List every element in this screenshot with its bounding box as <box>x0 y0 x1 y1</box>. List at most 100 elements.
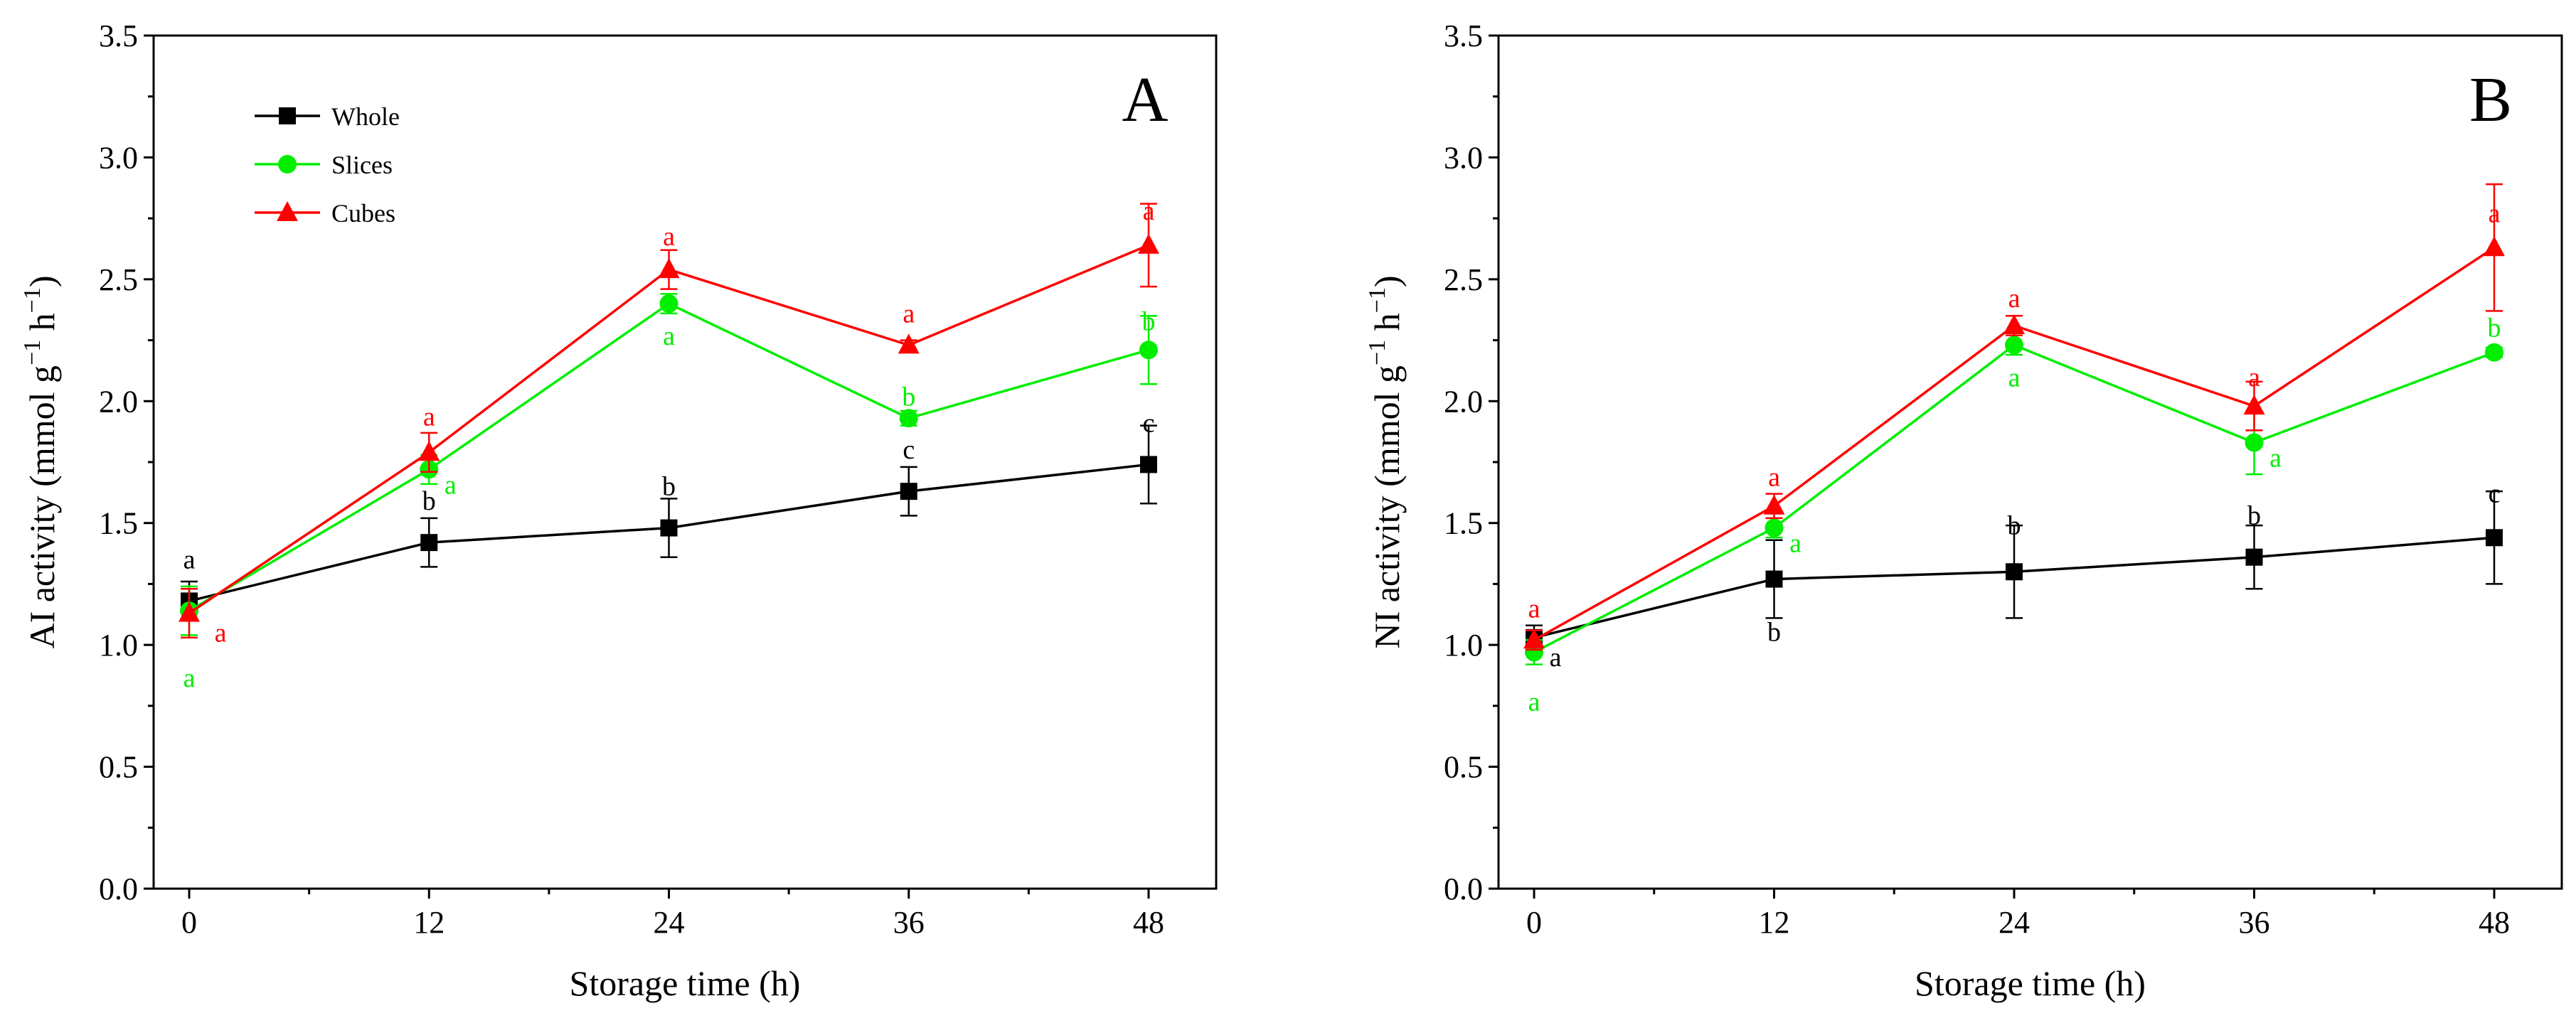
data-point <box>899 409 918 428</box>
significance-letter: a <box>215 618 227 648</box>
y-tick-label: 0.0 <box>99 872 138 906</box>
y-tick-label: 3.5 <box>99 18 138 53</box>
y-axis-title-part: AI activity (mmol g <box>22 365 62 649</box>
significance-letter: a <box>1789 529 1801 559</box>
significance-letter: b <box>2008 510 2021 540</box>
y-axis-title-superscript: −1 <box>19 340 46 365</box>
significance-letter: a <box>663 321 675 351</box>
y-tick-label: 1.0 <box>99 628 138 663</box>
data-point <box>420 534 438 552</box>
significance-letter: b <box>902 382 915 412</box>
significance-letter: c <box>903 435 915 465</box>
significance-letter: a <box>2489 198 2501 228</box>
significance-letter: a <box>2248 363 2260 392</box>
y-tick-label: 3.0 <box>1444 140 1483 175</box>
significance-letter: a <box>2269 444 2282 473</box>
x-tick-label: 24 <box>654 905 685 940</box>
y-axis-title-superscript: −1 <box>1364 287 1390 313</box>
significance-letter: a <box>663 222 675 252</box>
significance-letter: a <box>1768 463 1780 493</box>
significance-letter: a <box>903 299 915 328</box>
y-axis-title-part: h <box>1367 313 1407 340</box>
y-tick-label: 1.0 <box>1444 628 1483 663</box>
data-point <box>1763 494 1785 515</box>
legend-label: Slices <box>331 151 393 179</box>
legend-label: Whole <box>331 102 400 131</box>
data-point <box>2486 529 2503 547</box>
x-tick-label: 24 <box>1998 905 2030 940</box>
y-axis-title-superscript: −1 <box>1364 340 1390 365</box>
y-axis-title-part: NI activity (mmol g <box>1367 365 1407 649</box>
significance-letter: a <box>445 470 457 500</box>
y-axis-title-part: ) <box>22 275 62 287</box>
data-point <box>2245 548 2263 566</box>
significance-letter: b <box>2247 501 2261 531</box>
significance-letter: a <box>1143 196 1155 226</box>
y-tick-label: 0.0 <box>1444 872 1483 906</box>
legend: Whole Slices Cubes <box>255 102 400 227</box>
significance-letter: a <box>1528 594 1540 623</box>
y-tick-label: 2.0 <box>99 384 138 419</box>
series-whole: ab bcc <box>181 408 1157 622</box>
significance-letter: a <box>183 663 196 693</box>
series-cubes: a a a a a <box>1523 183 2505 651</box>
significance-letter: b <box>662 472 676 502</box>
y-tick-label: 2.5 <box>1444 262 1483 297</box>
legend-marker <box>279 107 296 124</box>
legend-marker <box>277 201 298 221</box>
x-axis-title: Storage time (h) <box>570 963 801 1003</box>
y-axis-title-part: ) <box>1367 275 1407 287</box>
data-point <box>418 441 440 461</box>
significance-letter: b <box>1767 618 1781 648</box>
panel-label: A <box>1122 65 1169 135</box>
y-tick-label: 1.5 <box>1444 506 1483 541</box>
data-point <box>659 294 678 314</box>
significance-letter: a <box>183 545 196 574</box>
x-axis-title: Storage time (h) <box>1915 963 2146 1003</box>
legend-marker <box>278 155 297 173</box>
data-point <box>900 483 917 500</box>
panel-label: B <box>2469 65 2512 135</box>
data-point <box>2245 433 2264 452</box>
y-tick-label: 0.5 <box>1444 750 1483 785</box>
significance-letter: a <box>1550 643 1562 673</box>
series-cubes: a a a a a <box>179 196 1159 648</box>
data-point <box>1765 518 1784 537</box>
axes-frame <box>1497 34 2563 890</box>
data-point <box>658 258 680 279</box>
legend-label: Cubes <box>331 199 395 227</box>
data-point <box>2243 395 2265 415</box>
series-whole: a b b b c <box>1526 478 2503 673</box>
data-point <box>1523 628 1545 649</box>
significance-letter: c <box>2489 478 2501 508</box>
x-tick-label: 48 <box>2479 905 2510 940</box>
y-tick-label: 2.5 <box>99 262 138 297</box>
chart-panel-a: 0.0 0.5 1.0 1.5 2.0 2.5 3.0 3.5 0 12 24 36 48 Storage… <box>19 18 1218 1003</box>
data-point <box>179 601 200 622</box>
y-axis-title: AI activity (mmol g−1 h−1) <box>19 275 62 648</box>
data-point <box>2485 343 2503 362</box>
x-tick-label: 12 <box>413 905 445 940</box>
significance-letter: b <box>2488 314 2501 343</box>
y-axis-title-superscript: −1 <box>19 287 46 313</box>
significance-letter: b <box>1142 306 1156 336</box>
y-tick-label: 3.0 <box>99 140 138 175</box>
data-point <box>2003 314 2025 334</box>
significance-letter: c <box>1143 408 1155 438</box>
x-tick-label: 48 <box>1133 905 1164 940</box>
x-tick-label: 36 <box>893 905 925 940</box>
x-tick-label: 12 <box>1759 905 1790 940</box>
x-tick-label: 36 <box>2239 905 2270 940</box>
y-axis-title: NI activity (mmol g−1 h−1) <box>1364 275 1407 648</box>
data-point <box>898 333 920 354</box>
y-tick-label: 3.5 <box>1444 18 1483 53</box>
data-point <box>660 519 678 537</box>
significance-letter: a <box>1528 687 1540 717</box>
chart-panel-b: 0.0 0.5 1.0 1.5 2.0 2.5 3.0 3.5 0 12 24 36 48 Storage… <box>1364 18 2563 1003</box>
data-point <box>2005 336 2023 355</box>
data-point <box>1140 456 1157 473</box>
significance-letter: a <box>2008 284 2021 314</box>
data-point <box>2484 236 2505 257</box>
data-point <box>1139 341 1158 360</box>
